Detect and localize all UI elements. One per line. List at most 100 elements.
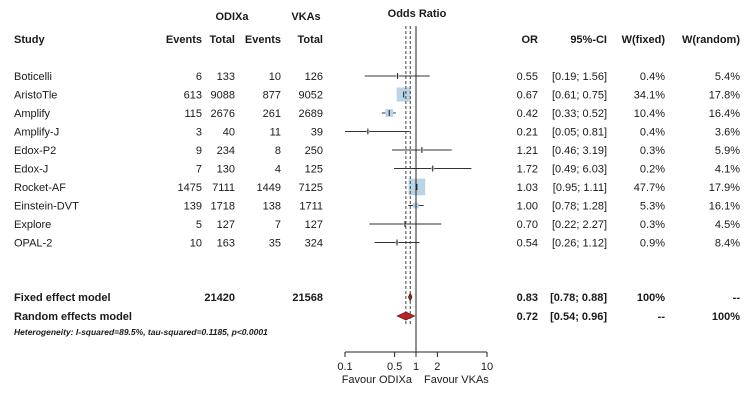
random-effects-row: Random effects model 0.72 [0.54; 0.96] -- 10… bbox=[14, 311, 740, 323]
study-events-b: 877 bbox=[263, 90, 281, 102]
study-or-text: 1.21 bbox=[517, 145, 538, 157]
column-header-total-a: Total bbox=[210, 34, 235, 46]
study-ci-text: [0.26; 1.12] bbox=[552, 238, 607, 250]
study-events-a: 613 bbox=[184, 90, 202, 102]
study-events-a: 6 bbox=[196, 71, 202, 83]
study-w-random: 16.4% bbox=[709, 108, 740, 120]
study-or-text: 0.42 bbox=[517, 108, 538, 120]
study-or-text: 0.21 bbox=[517, 127, 538, 139]
study-w-fixed: 0.4% bbox=[640, 127, 665, 139]
study-row: Amplify 115 2676 261 2689 0.42 [0.33; 0.52] 10.… bbox=[14, 108, 740, 120]
study-row: Edox-J 7 130 4 125 1.72 [0.49; 6.03] 0.2% 4.1% bbox=[14, 164, 740, 176]
study-name: OPAL-2 bbox=[14, 238, 52, 250]
study-events-a: 3 bbox=[196, 127, 202, 139]
study-w-random: 4.1% bbox=[715, 164, 740, 176]
study-total-a: 133 bbox=[217, 71, 235, 83]
study-or-text: 0.70 bbox=[517, 219, 538, 231]
x-tick-label: 1 bbox=[413, 361, 419, 373]
column-header-w-fixed: W(fixed) bbox=[622, 34, 666, 46]
study-name: Einstein-DVT bbox=[14, 201, 79, 213]
study-events-a: 139 bbox=[184, 201, 202, 213]
study-total-b: 1711 bbox=[299, 201, 323, 213]
summary-ci: [0.54; 0.96] bbox=[550, 311, 607, 323]
study-total-b: 2689 bbox=[299, 108, 323, 120]
study-row: Amplify-J 3 40 11 39 0.21 [0.05; 0.81] 0.4% 3.6% bbox=[14, 127, 740, 139]
study-total-b: 324 bbox=[305, 238, 323, 250]
study-name: Explore bbox=[14, 219, 51, 231]
study-total-a: 130 bbox=[217, 164, 235, 176]
study-total-a: 7111 bbox=[212, 182, 235, 194]
summary-rows: Fixed effect model 21420 21568 0.83 [0.78; 0… bbox=[14, 292, 740, 323]
study-ci-text: [0.05; 0.81] bbox=[552, 127, 607, 139]
study-name: Amplify-J bbox=[14, 127, 59, 139]
column-header-study: Study bbox=[14, 34, 45, 46]
study-w-random: 16.1% bbox=[709, 201, 740, 213]
heterogeneity-note: Heterogeneity: I-squared=89.5%, tau-squa… bbox=[14, 327, 268, 337]
study-or-text: 0.54 bbox=[517, 238, 538, 250]
column-header-events-a: Events bbox=[166, 34, 202, 46]
column-header-total-b: Total bbox=[298, 34, 323, 46]
study-or-text: 0.67 bbox=[517, 90, 538, 102]
study-events-b: 11 bbox=[270, 127, 281, 139]
study-row: Explore 5 127 7 127 0.70 [0.22; 2.27] 0.3% 4.5% bbox=[14, 219, 740, 231]
study-events-b: 138 bbox=[263, 201, 281, 213]
study-or-text: 0.55 bbox=[517, 71, 538, 83]
study-total-a: 234 bbox=[217, 145, 235, 157]
study-events-b: 7 bbox=[275, 219, 281, 231]
study-events-b: 8 bbox=[275, 145, 281, 157]
study-total-b: 9052 bbox=[299, 90, 323, 102]
study-w-fixed: 0.2% bbox=[640, 164, 665, 176]
study-total-a: 2676 bbox=[211, 108, 235, 120]
study-name: Amplify bbox=[14, 108, 51, 120]
study-name: Rocket-AF bbox=[14, 182, 66, 194]
study-or-text: 1.72 bbox=[517, 164, 538, 176]
study-ci-text: [0.46; 3.19] bbox=[552, 145, 607, 157]
study-events-a: 9 bbox=[196, 145, 202, 157]
summary-total-a: 21420 bbox=[204, 292, 235, 304]
study-w-random: 4.5% bbox=[715, 219, 740, 231]
summary-or: 0.72 bbox=[517, 311, 538, 323]
x-tick-label: 2 bbox=[434, 361, 440, 373]
column-header-w-random: W(random) bbox=[682, 34, 740, 46]
chart-title: Odds Ratio bbox=[388, 8, 447, 20]
fixed-effect-row: Fixed effect model 21420 21568 0.83 [0.78; 0… bbox=[14, 292, 740, 304]
summary-w-fixed: -- bbox=[658, 311, 666, 323]
study-w-random: 17.9% bbox=[709, 182, 740, 194]
study-name: Boticelli bbox=[14, 71, 52, 83]
column-header-ci: 95%-CI bbox=[570, 34, 607, 46]
summary-w-random: 100% bbox=[712, 311, 740, 323]
study-ci-text: [0.78; 1.28] bbox=[552, 201, 607, 213]
study-events-b: 1449 bbox=[257, 182, 281, 194]
study-total-b: 39 bbox=[311, 127, 323, 139]
study-w-fixed: 0.4% bbox=[640, 71, 665, 83]
summary-total-b: 21568 bbox=[292, 292, 323, 304]
study-ci-text: [0.19; 1.56] bbox=[552, 71, 607, 83]
study-events-a: 115 bbox=[184, 108, 202, 120]
study-w-fixed: 10.4% bbox=[634, 108, 665, 120]
study-row: OPAL-2 10 163 35 324 0.54 [0.26; 1.12] 0.9% 8.4% bbox=[14, 238, 740, 250]
favours-left-label: Favour ODIXa bbox=[342, 374, 413, 386]
x-tick-label: 0.5 bbox=[387, 361, 402, 373]
study-w-random: 5.4% bbox=[715, 71, 740, 83]
study-name: AristoTle bbox=[14, 90, 57, 102]
study-total-b: 125 bbox=[305, 164, 323, 176]
study-ci-text: [0.49; 6.03] bbox=[552, 164, 607, 176]
study-name: Edox-J bbox=[14, 164, 48, 176]
study-row: AristoTle 613 9088 877 9052 0.67 [0.61; 0.75] 3… bbox=[14, 87, 740, 102]
study-total-a: 163 bbox=[217, 238, 235, 250]
column-header-or: OR bbox=[522, 34, 539, 46]
study-total-b: 7125 bbox=[299, 182, 323, 194]
study-events-a: 1475 bbox=[178, 182, 202, 194]
study-or-text: 1.00 bbox=[517, 201, 538, 213]
summary-w-fixed: 100% bbox=[637, 292, 665, 304]
study-total-a: 9088 bbox=[211, 90, 235, 102]
study-total-a: 127 bbox=[217, 219, 235, 231]
study-w-fixed: 0.9% bbox=[640, 238, 665, 250]
study-w-random: 17.8% bbox=[709, 90, 740, 102]
x-axis: 0.1 0.5 1 2 10 Favour ODIXa Favour VKAs bbox=[337, 26, 493, 386]
study-ci-text: [0.22; 2.27] bbox=[552, 219, 607, 231]
study-events-a: 10 bbox=[190, 238, 202, 250]
header-group-b: VKAs bbox=[291, 11, 320, 23]
study-row: Edox-P2 9 234 8 250 1.21 [0.46; 3.19] 0.3% 5.9% bbox=[14, 145, 740, 157]
